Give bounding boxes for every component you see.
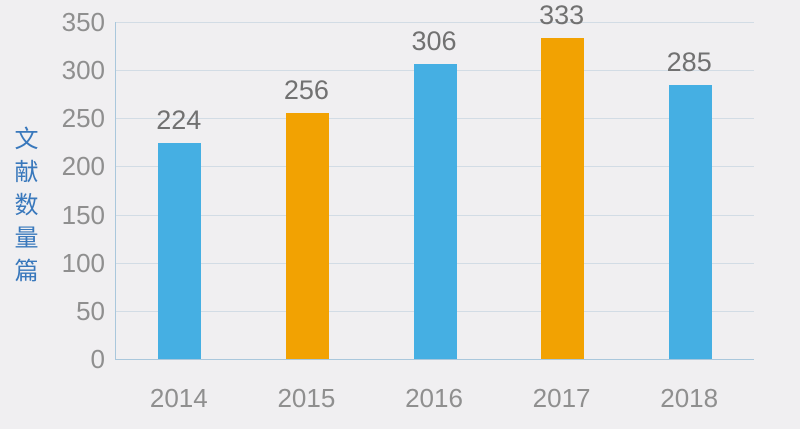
gridline-350 bbox=[116, 22, 754, 23]
plot-area bbox=[115, 22, 754, 360]
bar-value-label-2015: 256 bbox=[283, 74, 329, 105]
y-tick-label-50: 50 bbox=[76, 295, 105, 326]
bar-2017 bbox=[541, 38, 585, 359]
x-tick-label-2016: 2016 bbox=[405, 383, 463, 413]
x-tick-label-2014: 2014 bbox=[149, 383, 208, 413]
y-tick-label-0: 0 bbox=[90, 344, 105, 374]
bar-2014 bbox=[158, 143, 202, 359]
bar-2018 bbox=[668, 84, 712, 359]
y-axis-title: 文献数量篇 bbox=[10, 126, 37, 291]
bar-value-label-2014: 224 bbox=[156, 105, 202, 136]
x-tick-label-2015: 2015 bbox=[277, 383, 336, 413]
bar-2015 bbox=[285, 112, 329, 359]
y-tick-label-250: 250 bbox=[61, 103, 105, 134]
bar-2016 bbox=[413, 64, 457, 359]
bar-value-label-2017: 333 bbox=[539, 0, 585, 31]
bar-value-label-2018: 285 bbox=[666, 46, 712, 77]
x-tick-label-2017: 2017 bbox=[532, 383, 591, 413]
bar-value-label-2016: 306 bbox=[411, 26, 457, 57]
x-tick-label-2018: 2018 bbox=[660, 383, 719, 413]
y-tick-label-200: 200 bbox=[61, 151, 105, 182]
y-tick-label-350: 350 bbox=[61, 7, 105, 37]
y-tick-label-300: 300 bbox=[61, 55, 105, 86]
y-tick-label-150: 150 bbox=[61, 199, 105, 230]
y-tick-label-100: 100 bbox=[61, 247, 105, 278]
